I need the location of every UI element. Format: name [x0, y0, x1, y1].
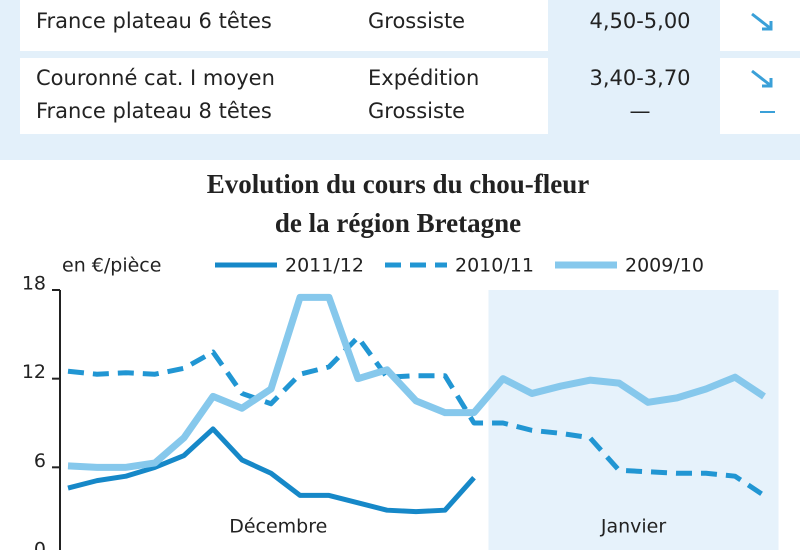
table-cell: 4,50-5,00	[589, 9, 690, 33]
legend-label: 2011/12	[285, 255, 364, 277]
series-line	[67, 293, 766, 471]
table-cell: France plateau 8 têtes	[36, 99, 272, 123]
trend-arrow	[751, 12, 773, 31]
period-shade	[488, 290, 779, 550]
price-cell	[548, 58, 720, 134]
y-tick-label: 0	[34, 539, 46, 550]
price-cell	[548, 0, 720, 51]
period-label: Janvier	[600, 516, 667, 538]
table-cell: Expédition	[368, 66, 479, 90]
y-tick-label: 18	[22, 273, 46, 295]
legend-label: 2009/10	[625, 255, 704, 277]
table-cell: 3,40-3,70	[589, 66, 690, 90]
period-label: Décembre	[229, 516, 327, 538]
series-line	[67, 426, 476, 515]
table-cell: France plateau 6 têtes	[36, 9, 272, 33]
table-cell: —	[630, 99, 651, 123]
trend-arrow	[751, 69, 773, 88]
chart-title: de la région Bretagne	[275, 208, 521, 238]
y-axis-label: en €/pièce	[62, 255, 161, 277]
table-cell: Couronné cat. I moyen	[36, 66, 275, 90]
chart-title: Evolution du cours du chou-fleur	[207, 169, 590, 199]
legend-label: 2010/11	[455, 255, 534, 277]
table-cell: Grossiste	[368, 9, 465, 33]
table-cell: Grossiste	[368, 99, 465, 123]
y-tick-label: 12	[22, 361, 46, 383]
y-tick-label: 6	[34, 450, 46, 472]
